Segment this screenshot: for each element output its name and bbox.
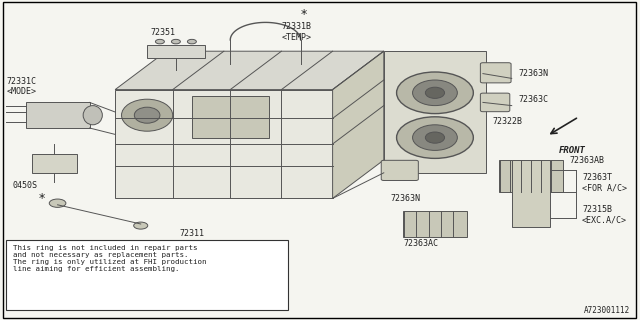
Polygon shape [26,102,90,128]
Text: This ring is not included in repair parts
and not necessary as replacement parts: This ring is not included in repair part… [13,245,206,272]
Text: 0450S: 0450S [13,181,38,190]
Polygon shape [147,45,205,58]
Text: 72331B
<TEMP>: 72331B <TEMP> [282,22,312,42]
Circle shape [49,199,66,207]
Ellipse shape [83,106,102,125]
Text: 72363AC: 72363AC [403,239,438,248]
Text: *: * [301,8,307,21]
Circle shape [188,39,196,44]
Text: 72363N: 72363N [518,69,548,78]
Polygon shape [512,160,550,227]
Ellipse shape [426,132,445,143]
Polygon shape [115,90,333,198]
Text: 72351: 72351 [150,28,175,36]
FancyBboxPatch shape [481,63,511,83]
FancyBboxPatch shape [481,93,510,112]
Polygon shape [115,51,384,90]
Text: 72331C
<MODE>: 72331C <MODE> [6,77,36,96]
Text: 72322B: 72322B [493,117,522,126]
Polygon shape [499,160,563,192]
Circle shape [134,222,148,229]
Circle shape [172,39,180,44]
Bar [6,240,288,310]
Circle shape [156,39,164,44]
Text: 72363AB: 72363AB [569,156,604,164]
Text: A723001112: A723001112 [584,306,630,315]
Text: *: * [38,192,45,205]
FancyBboxPatch shape [381,160,419,180]
Text: FRONT: FRONT [559,146,586,155]
Ellipse shape [134,107,160,123]
Ellipse shape [397,117,474,158]
Polygon shape [403,211,467,237]
Ellipse shape [413,125,458,150]
Text: 72363C: 72363C [518,95,548,104]
Text: 72363N: 72363N [390,194,420,203]
Polygon shape [333,51,384,198]
Polygon shape [32,154,77,173]
Text: 72315B
<EXC.A/C>: 72315B <EXC.A/C> [582,205,627,224]
Ellipse shape [413,80,458,106]
Text: 72363T
<FOR A/C>: 72363T <FOR A/C> [582,173,627,192]
Polygon shape [384,51,486,173]
Polygon shape [192,96,269,138]
Ellipse shape [397,72,474,114]
Ellipse shape [122,99,173,131]
Ellipse shape [426,87,445,99]
Text: 72311: 72311 [179,229,204,238]
